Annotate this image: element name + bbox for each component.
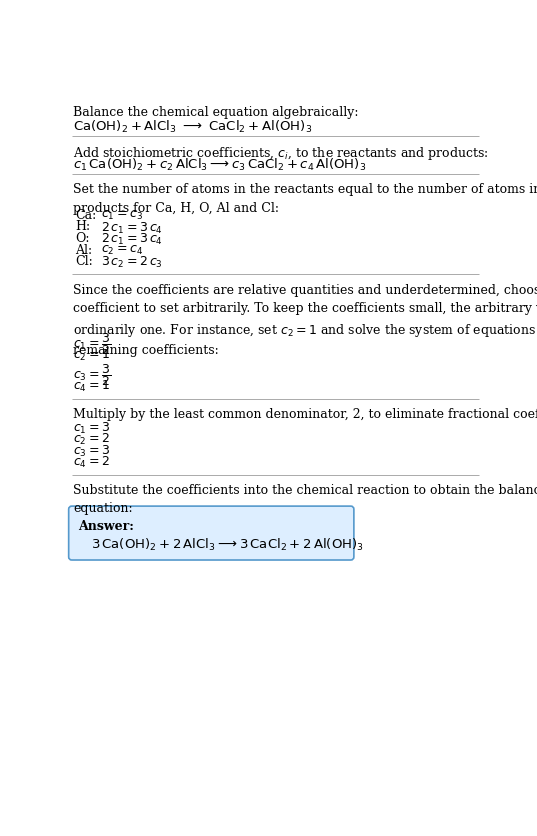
Text: Cl:: Cl:: [75, 255, 92, 268]
Text: $c_4 = 1$: $c_4 = 1$: [74, 379, 110, 394]
Text: $c_4 = 2$: $c_4 = 2$: [74, 456, 110, 471]
Text: $3\,\mathrm{Ca(OH)_2} + 2\,\mathrm{AlCl_3} \longrightarrow 3\,\mathrm{CaCl_2} + : $3\,\mathrm{Ca(OH)_2} + 2\,\mathrm{AlCl_…: [91, 537, 364, 553]
Text: $c_3 = 3$: $c_3 = 3$: [74, 444, 111, 459]
Text: Substitute the coefficients into the chemical reaction to obtain the balanced
eq: Substitute the coefficients into the che…: [74, 484, 537, 515]
Text: $c_2 = 2$: $c_2 = 2$: [74, 432, 110, 447]
Text: $c_1 = 3$: $c_1 = 3$: [74, 421, 111, 436]
Text: $c_2 = c_4$: $c_2 = c_4$: [101, 243, 143, 257]
Text: $2\,c_1 = 3\,c_4$: $2\,c_1 = 3\,c_4$: [101, 221, 163, 236]
Text: $c_1\,\mathrm{Ca(OH)_2} + c_2\,\mathrm{AlCl_3} \longrightarrow c_3\,\mathrm{CaCl: $c_1\,\mathrm{Ca(OH)_2} + c_2\,\mathrm{A…: [74, 157, 367, 173]
Text: $c_1 = \dfrac{3}{2}$: $c_1 = \dfrac{3}{2}$: [74, 331, 111, 357]
Text: $c_1 = c_3$: $c_1 = c_3$: [101, 209, 143, 222]
Text: $2\,c_1 = 3\,c_4$: $2\,c_1 = 3\,c_4$: [101, 232, 163, 247]
Text: Ca:: Ca:: [75, 209, 96, 222]
Text: $\mathrm{Ca(OH)_2 + AlCl_3\ \longrightarrow\ CaCl_2 + Al(OH)_3}$: $\mathrm{Ca(OH)_2 + AlCl_3\ \longrightar…: [74, 119, 313, 135]
Text: Balance the chemical equation algebraically:: Balance the chemical equation algebraica…: [74, 106, 359, 120]
FancyBboxPatch shape: [69, 506, 354, 560]
Text: Set the number of atoms in the reactants equal to the number of atoms in the
pro: Set the number of atoms in the reactants…: [74, 183, 537, 215]
Text: $c_3 = \dfrac{3}{2}$: $c_3 = \dfrac{3}{2}$: [74, 362, 111, 388]
Text: O:: O:: [75, 232, 89, 245]
Text: Add stoichiometric coefficients, $c_i$, to the reactants and products:: Add stoichiometric coefficients, $c_i$, …: [74, 145, 489, 162]
Text: $3\,c_2 = 2\,c_3$: $3\,c_2 = 2\,c_3$: [101, 255, 163, 270]
Text: $c_2 = 1$: $c_2 = 1$: [74, 349, 110, 364]
Text: H:: H:: [75, 221, 90, 233]
Text: Al:: Al:: [75, 243, 92, 257]
Text: Since the coefficients are relative quantities and underdetermined, choose a
coe: Since the coefficients are relative quan…: [74, 283, 537, 357]
Text: Answer:: Answer:: [78, 520, 134, 533]
Text: Multiply by the least common denominator, 2, to eliminate fractional coefficient: Multiply by the least common denominator…: [74, 408, 537, 421]
